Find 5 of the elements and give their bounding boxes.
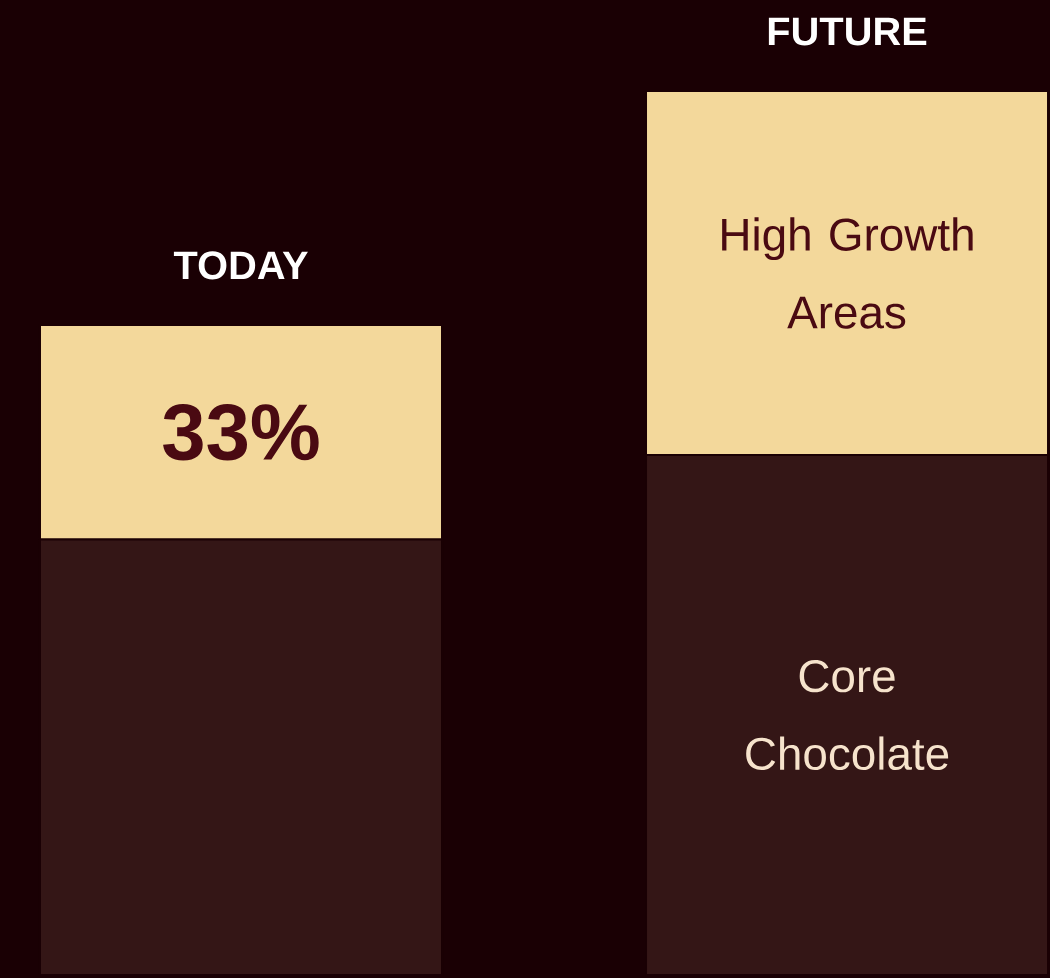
series-label: Core Chocolate: [746, 659, 949, 771]
data-label: 33%: [163, 403, 319, 461]
x-tick-label: TODAY: [173, 251, 308, 280]
series-label: High Growth Areas: [722, 217, 973, 329]
x-tick-label: FUTURE: [768, 17, 927, 46]
